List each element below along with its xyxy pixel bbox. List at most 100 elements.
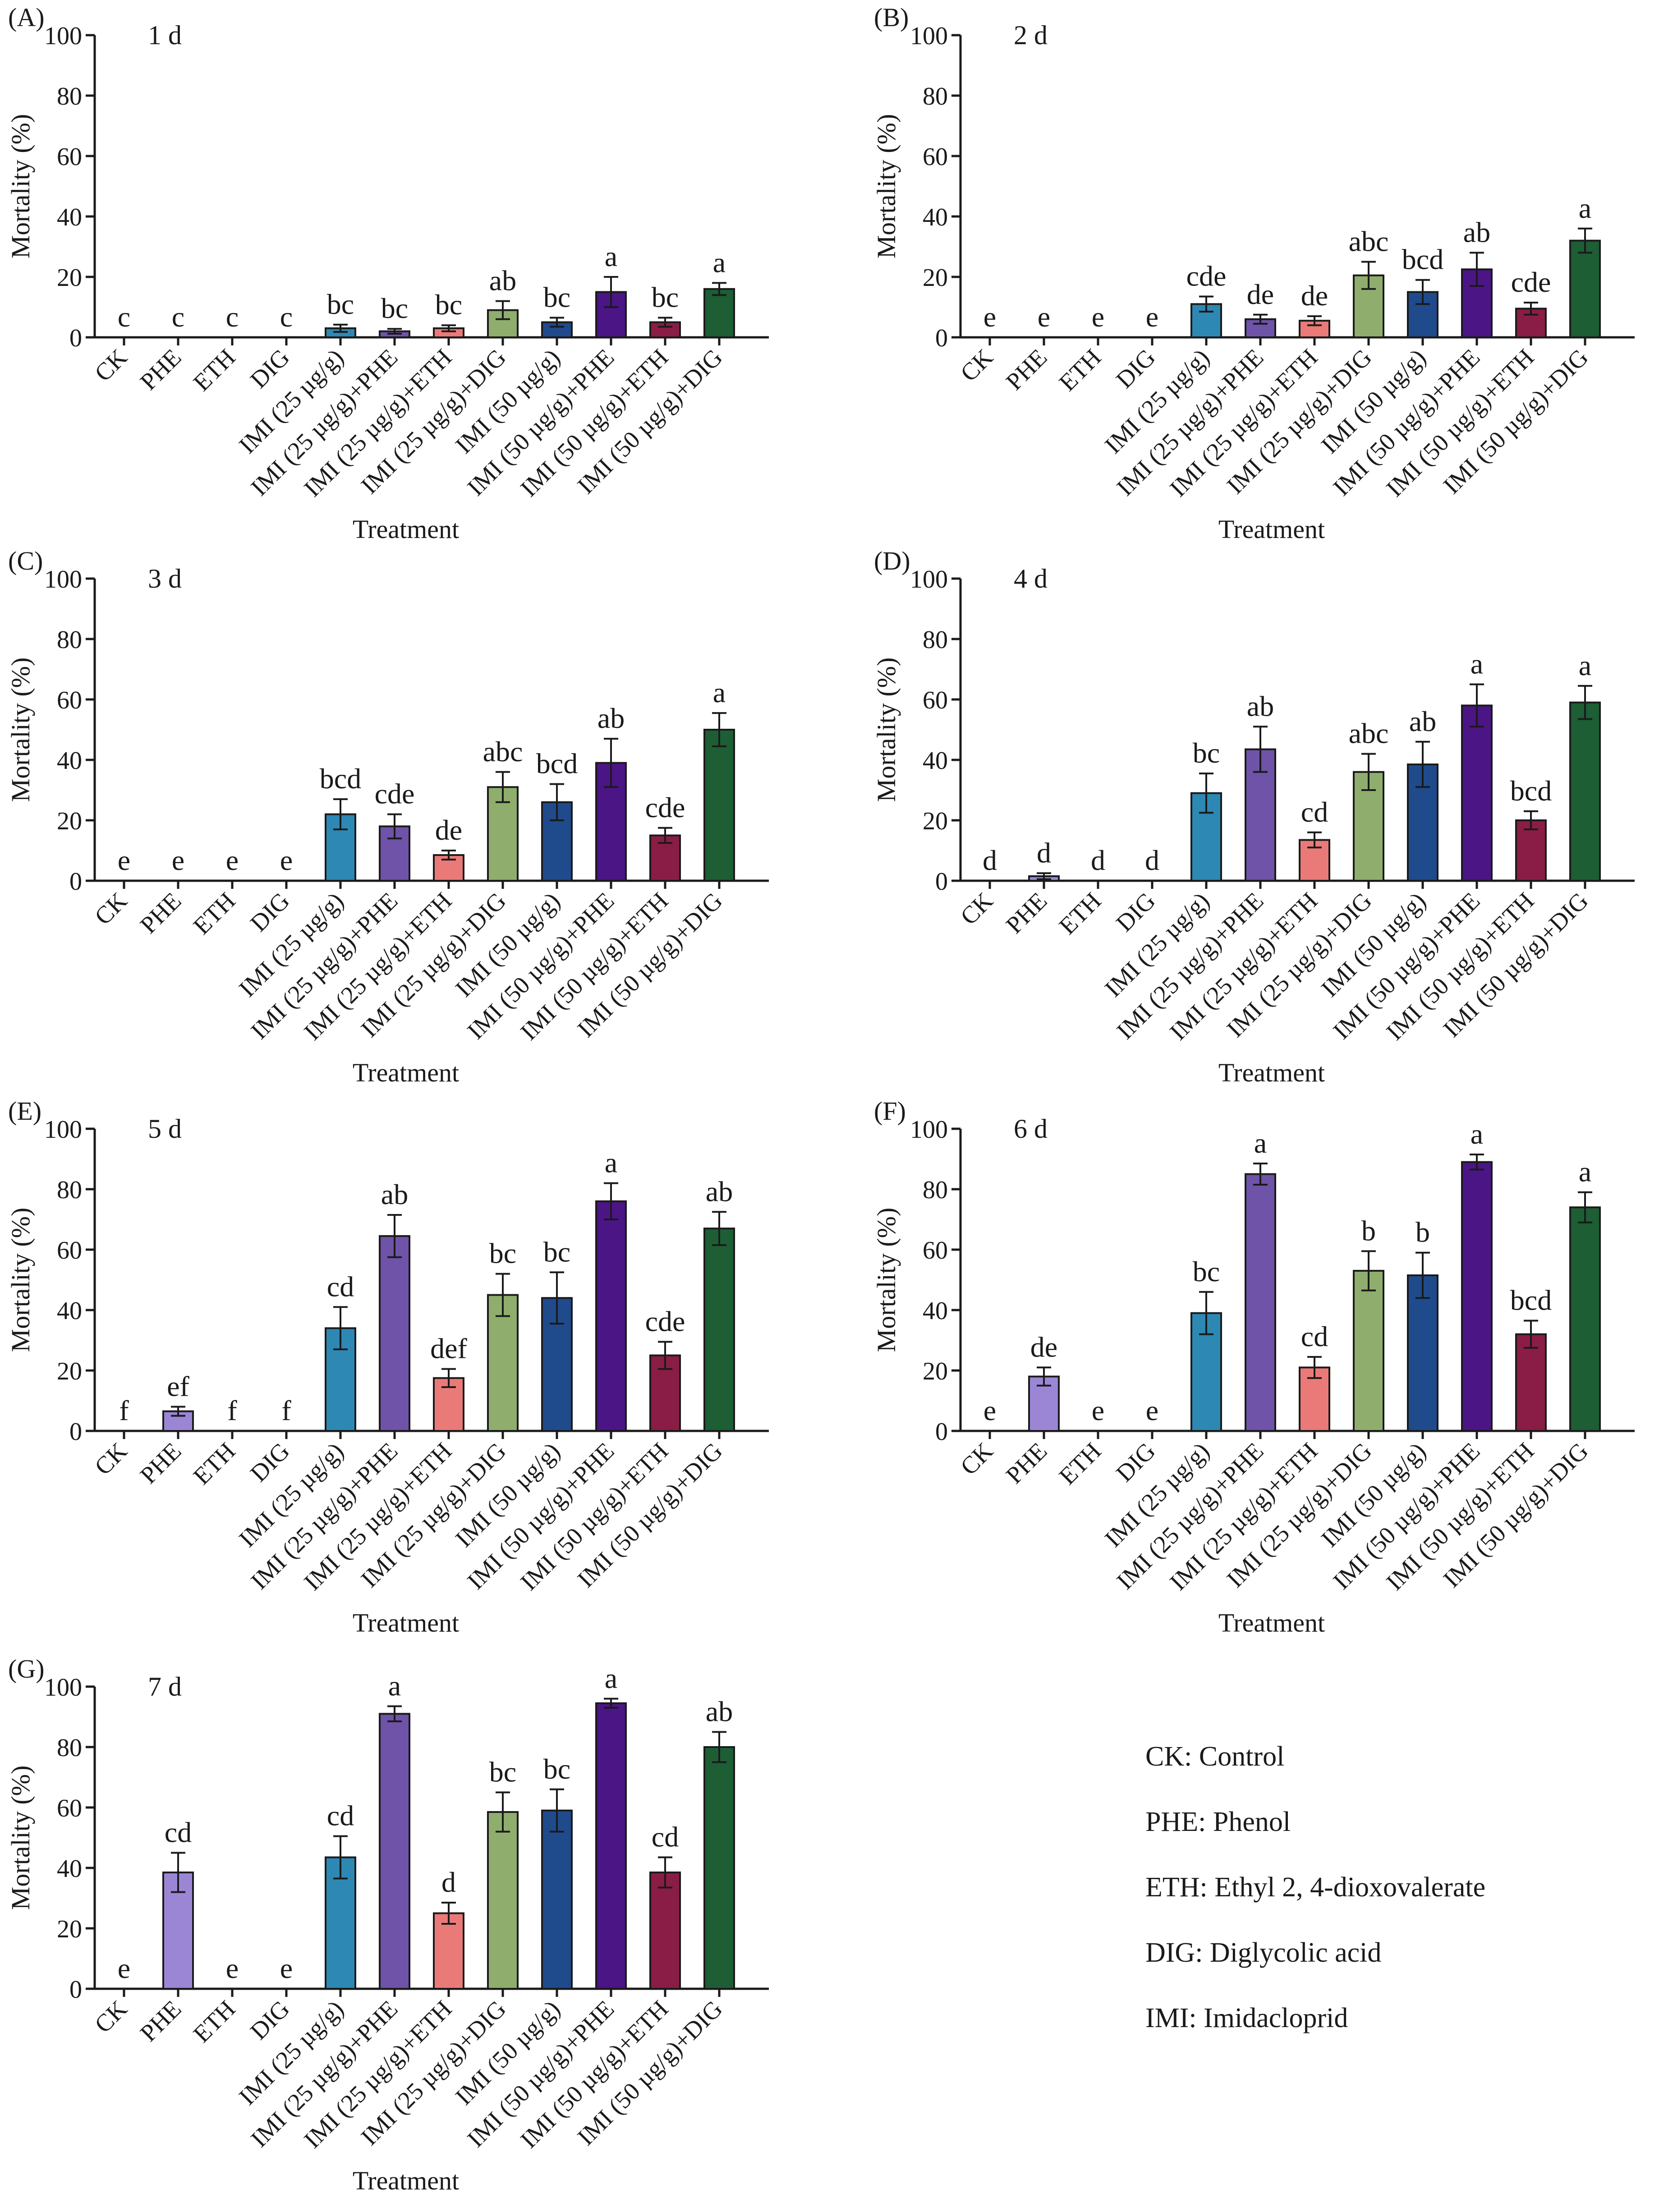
y-tick-label: 60	[57, 1237, 82, 1265]
significance-letter: e	[118, 844, 130, 876]
bar	[1245, 1173, 1276, 1432]
significance-letter: f	[281, 1394, 291, 1426]
significance-letter: cde	[645, 791, 685, 823]
significance-letter: ab	[597, 702, 625, 734]
significance-letter: ab	[489, 265, 516, 297]
significance-letter: bc	[489, 1756, 516, 1788]
significance-letter: e	[983, 1394, 996, 1426]
significance-letter: a	[605, 1147, 617, 1179]
x-tick-label: PHE	[1001, 344, 1052, 395]
x-axis-label: Treatment	[353, 515, 459, 544]
significance-letter: bcd	[320, 763, 361, 795]
x-axis-label: Treatment	[1218, 515, 1325, 544]
bar	[1569, 1206, 1601, 1432]
y-tick-label: 80	[923, 626, 948, 654]
significance-letter: de	[1247, 278, 1274, 310]
bar	[1515, 1333, 1547, 1432]
bar	[1515, 819, 1547, 882]
significance-letter: de	[435, 814, 462, 846]
significance-letter: def	[430, 1333, 467, 1365]
significance-letter: ab	[1463, 216, 1490, 248]
significance-letter: de	[1030, 1331, 1057, 1363]
y-tick-label: 0	[935, 324, 948, 352]
significance-letter: c	[280, 301, 293, 333]
x-tick-label: ETH	[188, 1437, 241, 1490]
significance-letter: c	[118, 301, 130, 333]
x-tick-label: ETH	[1054, 344, 1107, 396]
y-tick-label: 0	[935, 1418, 948, 1446]
significance-letter: bcd	[1510, 775, 1552, 807]
significance-letter: e	[1146, 301, 1158, 333]
significance-letter: bcd	[1510, 1284, 1552, 1316]
bar	[1569, 239, 1601, 338]
significance-letter: f	[227, 1394, 237, 1426]
significance-letter: b	[1415, 1216, 1430, 1248]
significance-letter: a	[605, 240, 617, 272]
x-tick-label: CK	[89, 1437, 132, 1480]
y-tick-label: 20	[57, 264, 82, 292]
y-tick-label: 80	[57, 83, 82, 110]
significance-letter: d	[983, 844, 997, 876]
y-tick-label: 40	[57, 203, 82, 231]
y-tick-label: 20	[923, 1357, 948, 1385]
significance-letter: abc	[483, 736, 523, 768]
x-axis-label: Treatment	[353, 1058, 459, 1087]
y-tick-label: 80	[57, 626, 82, 654]
y-tick-label: 100	[910, 566, 948, 593]
legend-item-ck: CK: Control	[1145, 1741, 1285, 1772]
x-tick-label: CK	[89, 1995, 132, 2038]
x-tick-label: ETH	[188, 887, 241, 940]
panel-label: (F)	[874, 1096, 906, 1126]
significance-letter: c	[226, 301, 239, 333]
significance-letter: f	[119, 1394, 129, 1426]
y-tick-label: 20	[923, 264, 948, 292]
y-tick-label: 80	[923, 83, 948, 110]
bar	[433, 854, 464, 882]
significance-letter: a	[713, 676, 726, 708]
significance-letter: e	[172, 844, 184, 876]
significance-letter: e	[226, 1952, 239, 1984]
significance-letter: a	[713, 246, 726, 278]
x-tick-label: PHE	[135, 1437, 187, 1489]
y-tick-label: 40	[923, 1297, 948, 1325]
significance-letter: ab	[706, 1175, 733, 1207]
x-tick-label: PHE	[1001, 1437, 1052, 1489]
bar	[703, 1746, 735, 1990]
x-axis-label: Treatment	[353, 1608, 459, 1637]
x-tick-label: CK	[955, 887, 998, 930]
x-axis-label: Treatment	[353, 2166, 459, 2195]
bar	[649, 1872, 681, 1990]
significance-letter: cd	[652, 1821, 679, 1853]
bar	[541, 1809, 573, 1990]
significance-letter: d	[1037, 837, 1051, 869]
y-tick-label: 40	[57, 1855, 82, 1883]
y-axis-label: Mortality (%)	[6, 1766, 35, 1910]
significance-letter: e	[983, 301, 996, 333]
significance-letter: abc	[1349, 717, 1389, 750]
bar	[487, 1811, 519, 1990]
significance-letter: cd	[327, 1800, 354, 1832]
bar	[703, 1228, 735, 1432]
significance-letter: cd	[1301, 1320, 1328, 1352]
panel-title: 6 d	[1014, 1114, 1048, 1144]
bar	[595, 1200, 627, 1432]
y-axis-label: Mortality (%)	[6, 1208, 35, 1352]
y-tick-label: 20	[923, 807, 948, 835]
bar	[379, 1235, 410, 1432]
x-tick-label: CK	[955, 1437, 998, 1480]
significance-letter: d	[441, 1866, 456, 1898]
y-tick-label: 80	[57, 1734, 82, 1762]
panel-title: 5 d	[148, 1114, 182, 1144]
significance-letter: cde	[1186, 260, 1227, 292]
significance-letter: bc	[435, 289, 462, 321]
x-tick-label: ETH	[1054, 1437, 1107, 1490]
legend-item-phe: PHE: Phenol	[1145, 1807, 1291, 1837]
bar	[1461, 704, 1493, 882]
y-axis-label: Mortality (%)	[6, 114, 35, 259]
legend-item-dig: DIG: Diglycolic acid	[1145, 1937, 1382, 1968]
